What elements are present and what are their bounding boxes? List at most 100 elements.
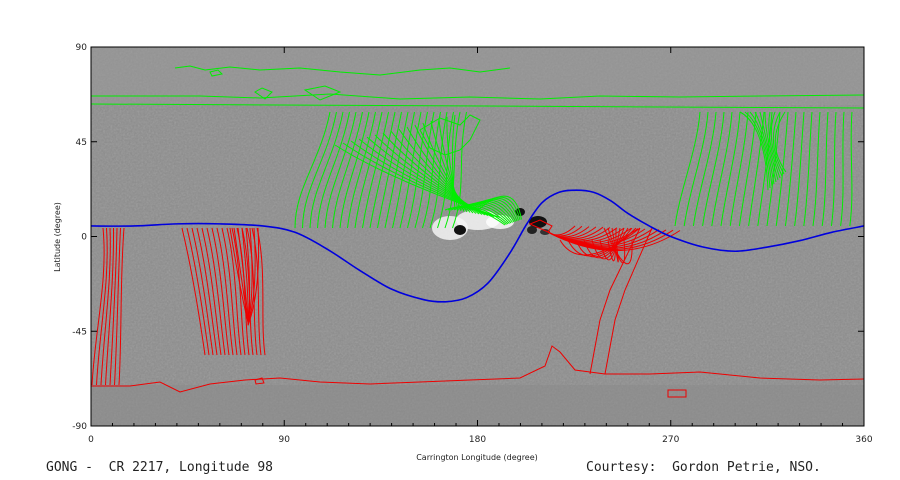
red-field-line: [607, 227, 626, 264]
red-loop: [667, 389, 687, 398]
green-field-line: [702, 111, 725, 227]
green-field-line: [821, 111, 829, 227]
x-tick-label: 360: [855, 435, 872, 445]
green-field-line: [739, 111, 769, 191]
red-field-line: [607, 227, 617, 262]
red-boundary: [91, 345, 864, 393]
green-field-line: [354, 111, 383, 229]
green-field-line: [444, 111, 461, 229]
green-boundary: [91, 93, 864, 100]
green-field-line: [468, 198, 518, 222]
green-loop: [303, 85, 342, 101]
green-field-line: [812, 111, 821, 227]
green-field-line: [419, 114, 481, 156]
green-field-line: [768, 111, 781, 179]
y-tick-label: 0: [81, 233, 87, 243]
green-field-line: [770, 111, 783, 177]
green-field-line: [444, 206, 506, 226]
positive-field-lines: [91, 65, 864, 229]
green-field-line: [794, 111, 805, 227]
green-field-line: [764, 111, 779, 181]
red-field-line: [216, 227, 234, 356]
green-field-line: [459, 202, 513, 223]
red-field-line: [105, 227, 115, 386]
red-field-line: [211, 227, 230, 356]
red-field-line: [528, 219, 553, 233]
y-axis-label: Latitude (degree): [53, 202, 62, 272]
x-tick-label: 90: [279, 435, 291, 445]
red-field-line: [559, 227, 641, 256]
red-field-line: [241, 227, 249, 324]
red-field-line: [256, 227, 266, 356]
red-field-line: [100, 227, 111, 386]
green-loop: [209, 69, 224, 77]
red-field-line: [109, 227, 118, 386]
active-region: [432, 208, 550, 240]
green-field-line: [465, 199, 516, 222]
green-field-line: [744, 111, 771, 189]
green-field-line: [757, 111, 773, 227]
red-field-line: [575, 227, 633, 258]
x-tick-label: 0: [88, 435, 94, 445]
green-field-line: [324, 111, 357, 229]
red-field-line: [196, 227, 218, 356]
green-field-line: [309, 111, 344, 229]
green-field-line: [720, 111, 741, 227]
red-field-line: [114, 227, 121, 386]
green-field-line: [729, 111, 749, 227]
red-field-line: [231, 227, 246, 356]
red-field-line: [226, 227, 242, 356]
green-field-line: [453, 203, 510, 224]
green-field-line: [474, 196, 521, 221]
green-field-line: [334, 144, 501, 218]
negative-field-lines: [91, 219, 864, 398]
green-boundary: [91, 103, 864, 109]
green-field-line: [437, 111, 454, 229]
green-loop: [254, 87, 273, 100]
green-field-line: [830, 111, 837, 227]
green-field-line: [754, 111, 775, 185]
green-field-line: [840, 111, 845, 227]
green-field-line: [772, 111, 785, 175]
red-field-line: [91, 227, 105, 386]
caption-left: GONG - CR 2217, Longitude 98: [46, 460, 273, 475]
green-field-line: [414, 111, 435, 229]
red-field-line: [233, 227, 249, 323]
axis-ticks: 0 90 180 270 360 90 45 0 -45 -90: [72, 43, 873, 445]
green-field-line: [422, 111, 441, 229]
red-field-line: [221, 227, 238, 356]
red-field-line: [229, 227, 249, 323]
green-field-line: [692, 111, 717, 227]
x-tick-label: 180: [469, 435, 486, 445]
green-field-line: [362, 111, 389, 229]
green-field-line: [302, 111, 337, 229]
green-field-line: [774, 111, 787, 173]
red-field-line: [247, 227, 256, 326]
green-field-line: [711, 111, 733, 227]
green-field-line: [339, 111, 370, 229]
red-field-line: [611, 227, 619, 263]
red-field-line: [603, 227, 633, 265]
green-field-line: [674, 111, 701, 227]
green-field-line: [471, 197, 519, 221]
y-tick-label: -45: [72, 327, 87, 337]
red-field-line: [201, 227, 222, 356]
red-field-line: [237, 227, 249, 324]
green-boundary: [174, 65, 511, 76]
red-field-line: [567, 227, 637, 257]
green-field-line: [347, 111, 376, 229]
x-axis-label: Carrington Longitude (degree): [416, 453, 538, 462]
caption-right: Courtesy: Gordon Petrie, NSO.: [586, 460, 821, 475]
green-field-line: [317, 111, 350, 229]
red-field-line: [247, 227, 260, 326]
neutral-line: [91, 189, 864, 303]
red-field-line: [245, 227, 251, 325]
red-field-line: [96, 227, 108, 386]
green-field-line: [477, 195, 522, 220]
red-field-line: [604, 227, 653, 375]
red-field-line: [599, 227, 621, 261]
green-field-line: [784, 111, 797, 227]
red-field-line: [191, 227, 214, 356]
green-field-line: [775, 111, 789, 227]
